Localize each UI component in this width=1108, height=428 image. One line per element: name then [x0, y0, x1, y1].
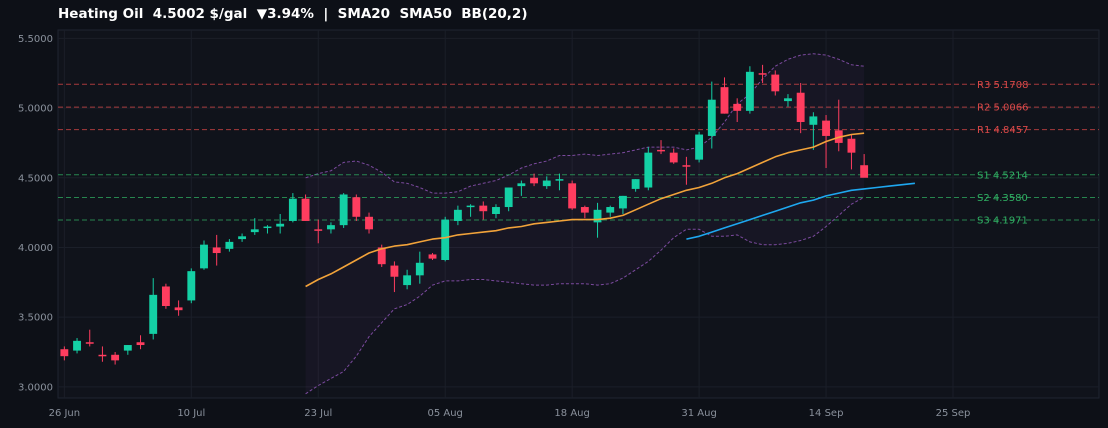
candle-body [644, 152, 653, 188]
candle-body [669, 152, 678, 163]
candle-body [73, 340, 81, 351]
last-price: 4.5002 $/gal [152, 6, 248, 22]
bollinger-lower-line [305, 196, 865, 395]
candle-body [263, 226, 272, 229]
candle-body [771, 74, 780, 92]
candle-body [517, 183, 526, 187]
y-tick-label: 4.5000 [18, 173, 53, 184]
candle-body [720, 87, 729, 114]
x-tick-label: 10 Jul [177, 408, 205, 419]
candle-body [352, 197, 361, 217]
candle-body [288, 198, 297, 221]
candle-body [618, 195, 627, 209]
candle-body [212, 247, 221, 254]
candle-body [377, 247, 386, 265]
candle-body [161, 286, 170, 306]
candle-body [250, 229, 259, 233]
candle-body [441, 219, 450, 260]
candle-body [466, 205, 475, 208]
indicator-list: SMA20 SMA50 BB(20,2) [337, 6, 528, 22]
x-tick-label: 23 Jul [304, 408, 332, 419]
bollinger-upper-line [305, 53, 865, 194]
candle-body [492, 207, 500, 214]
x-tick-label: 26 Jun [49, 408, 81, 419]
candle-body [822, 120, 830, 136]
candle-body [60, 349, 69, 357]
candle-body [225, 241, 234, 249]
candle-body [542, 180, 551, 187]
level-label-s1: S1 4.5214 [977, 170, 1028, 181]
candle-body [682, 165, 691, 167]
candle-body [390, 265, 399, 277]
x-tick-label: 18 Aug [554, 408, 589, 419]
candle-body [631, 179, 640, 189]
candle-body [695, 134, 704, 160]
candle-body [530, 177, 539, 184]
candle-body [657, 149, 665, 152]
sma20-line [305, 132, 865, 288]
candle-body [403, 275, 412, 286]
y-tick-label: 4.0000 [18, 243, 53, 254]
candle-body [784, 98, 792, 102]
candle-body [796, 92, 805, 122]
plot-area [57, 29, 1100, 399]
candle-body [555, 179, 564, 181]
chart-title: Heating Oil 4.5002 $/gal ▼3.94% | SMA20 … [58, 6, 527, 26]
y-tick-label: 3.5000 [18, 313, 53, 324]
candle-body [136, 342, 145, 346]
candle-body [453, 209, 462, 221]
candle-body [758, 73, 767, 75]
candle-body [123, 345, 132, 351]
candle-body [479, 205, 488, 212]
title-separator: | [323, 6, 329, 22]
candle-body [111, 354, 120, 361]
y-tick-label: 5.0000 [18, 104, 53, 115]
candle-body [580, 207, 589, 213]
candle-body [238, 236, 247, 240]
candle-body [745, 71, 754, 111]
x-tick-label: 31 Aug [681, 408, 716, 419]
y-tick-label: 3.0000 [18, 382, 53, 393]
candle-body [85, 342, 94, 344]
x-tick-label: 05 Aug [427, 408, 462, 419]
candle-body [415, 262, 424, 276]
candle-body [314, 229, 323, 231]
x-tick-label: 14 Sep [809, 408, 844, 419]
candle-body [187, 271, 196, 301]
instrument-name: Heating Oil [58, 6, 144, 22]
level-label-s3: S3 4.1971 [977, 215, 1028, 226]
candle-body [339, 194, 348, 226]
candle-body [707, 99, 716, 136]
level-label-r2: R2 5.0066 [977, 103, 1028, 114]
level-label-s2: S2 4.3580 [977, 193, 1028, 204]
candle-body [606, 207, 615, 213]
level-label-r3: R3 5.1708 [977, 80, 1028, 91]
candle-body [276, 223, 285, 227]
sma50-line [686, 182, 915, 240]
candle-body [860, 165, 869, 178]
candle-body [301, 198, 310, 221]
candle-body [593, 209, 602, 223]
candle-body [365, 216, 373, 230]
candle-body [809, 116, 818, 125]
candle-body [504, 187, 513, 208]
candle-body [98, 354, 107, 357]
candle-body [568, 183, 577, 209]
candle-body [327, 225, 335, 230]
bollinger-band-fill [305, 53, 865, 394]
y-tick-label: 5.5000 [18, 34, 53, 45]
candle-body [847, 138, 856, 153]
candle-body [200, 244, 208, 269]
x-tick-label: 25 Sep [936, 408, 971, 419]
candle-body [428, 254, 437, 259]
price-change: ▼3.94% [256, 6, 314, 22]
candle-body [174, 307, 183, 311]
level-label-r1: R1 4.8457 [977, 125, 1028, 136]
candle-body [733, 103, 742, 111]
candle-body [149, 294, 158, 334]
